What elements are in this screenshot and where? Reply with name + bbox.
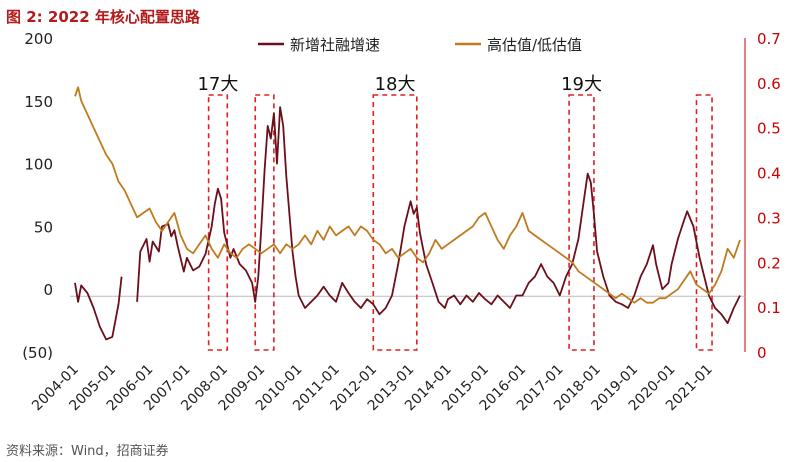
left-axis-tick-label: 50 bbox=[34, 218, 53, 236]
annotation-label: 18大 bbox=[375, 74, 416, 95]
right-axis-tick-label: 0.4 bbox=[757, 165, 781, 183]
series-social-financing-line bbox=[136, 106, 741, 324]
annotation-box bbox=[568, 94, 595, 351]
annotation-label: 17大 bbox=[197, 74, 238, 95]
annotation-box bbox=[372, 94, 418, 351]
source-note: 资料来源：Wind，招商证券 bbox=[6, 444, 169, 459]
chart: (50)05010015020000.10.20.30.40.50.60.720… bbox=[22, 30, 781, 414]
left-axis-tick-label: 0 bbox=[43, 281, 53, 299]
left-axis-tick-label: 200 bbox=[24, 30, 53, 48]
annotation-label: 19大 bbox=[561, 74, 602, 95]
left-axis-tick-label: 100 bbox=[24, 156, 53, 174]
right-axis-tick-label: 0.1 bbox=[757, 299, 781, 317]
left-axis-tick-label: 150 bbox=[24, 93, 53, 111]
annotation-box bbox=[254, 94, 275, 351]
series-valuation-ratio-line bbox=[74, 86, 741, 304]
legend-item-valuation-ratio-label: 高估值/低估值 bbox=[487, 36, 582, 54]
right-axis-tick-label: 0.3 bbox=[757, 209, 781, 227]
right-axis-tick-label: 0.7 bbox=[757, 30, 781, 48]
right-axis-tick-label: 0.2 bbox=[757, 254, 781, 272]
right-axis-tick-label: 0.5 bbox=[757, 120, 781, 138]
right-axis-tick-label: 0.6 bbox=[757, 75, 781, 93]
left-axis-tick-label: (50) bbox=[22, 344, 53, 362]
annotation-box bbox=[207, 94, 229, 351]
series-social-financing-line bbox=[74, 276, 123, 341]
figure-title: 图 2: 2022 年核心配置思路 bbox=[6, 8, 200, 26]
right-axis-tick-label: 0 bbox=[757, 344, 767, 362]
legend-item-social-financing-label: 新增社融增速 bbox=[290, 36, 380, 54]
annotation-box bbox=[695, 94, 713, 351]
